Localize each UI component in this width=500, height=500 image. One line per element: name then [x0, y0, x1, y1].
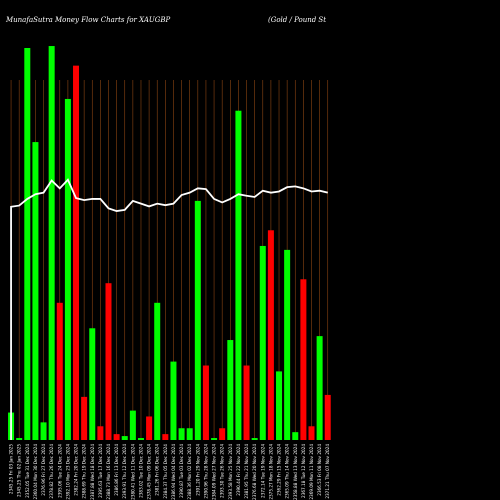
money-flow-bar-up — [64, 98, 71, 441]
money-flow-bar-up — [194, 200, 201, 440]
money-flow-bar-down — [308, 426, 315, 440]
price-line — [10, 178, 328, 440]
x-tick-label: 2388.69 Thu 19 Dec 2024 — [82, 444, 87, 499]
money-flow-bar-up — [40, 422, 47, 440]
money-flow-bar-up — [186, 428, 193, 440]
money-flow-bar-down — [56, 302, 63, 440]
money-flow-bar-down — [146, 416, 153, 440]
price-line-layer — [10, 178, 328, 440]
x-tick-label: 2378.45 Mon 09 Dec 2024 — [147, 444, 152, 500]
x-tick-label: 2382.24 Fri 20 Dec 2024 — [74, 444, 79, 496]
money-flow-bar-up — [32, 142, 39, 440]
money-flow-bar-up — [24, 48, 31, 440]
money-flow-bar-down — [97, 426, 104, 440]
money-flow-bar-down — [105, 283, 112, 440]
money-flow-bar-up — [154, 302, 161, 440]
x-tick-label: 2381.26 Fri 06 Dec 2024 — [155, 444, 160, 496]
x-tick-label: 2384.09 Wed 27 Nov 2024 — [212, 444, 217, 500]
x-tick-label: 2345.25 Fri 03 Jan 2025 — [9, 444, 14, 494]
x-tick-label: 2366.53 Fri 08 Nov 2024 — [317, 444, 322, 496]
x-tick-label: 2384.37 Thu 05 Dec 2024 — [163, 444, 168, 499]
money-flow-bar-up — [292, 432, 299, 440]
money-flow-bar-down — [300, 279, 307, 440]
money-flow-bar-down — [219, 428, 226, 440]
money-flow-bar-up — [170, 361, 177, 440]
x-tick-label: 2386.94 Wed 04 Dec 2024 — [171, 444, 176, 500]
x-tick-label: 2390.44 Fri 22 Nov 2024 — [236, 444, 241, 496]
money-flow-bar-down — [113, 434, 120, 440]
money-flow-bar-up — [16, 438, 23, 440]
money-flow-bar-up — [235, 110, 242, 440]
x-tick-label: 2362.29 Fri 15 Nov 2024 — [277, 444, 282, 496]
x-tick-label: 2390.87 Tue 03 Dec 2024 — [179, 444, 184, 498]
x-tick-label: 2360.04 Mon 30 Dec 2024 — [33, 444, 38, 500]
money-flow-bar-up — [129, 410, 136, 440]
x-tick-label: 2386.86 Fri 13 Dec 2024 — [114, 444, 119, 496]
x-tick-label: 2393.91 Thu 12 Dec 2024 — [122, 444, 127, 499]
money-flow-bar-up — [178, 428, 185, 440]
x-tick-label: 2367.18 Tue 12 Nov 2024 — [301, 444, 306, 498]
x-tick-label: 2369.09 Mon 11 Nov 2024 — [309, 444, 314, 500]
x-tick-label: 2378.82 Thu 26 Dec 2024 — [49, 444, 54, 499]
x-tick-label: 2345.25 Thu 02 Jan 2025 — [17, 444, 22, 497]
x-tick-label: 2393.58 Mon 25 Nov 2024 — [228, 444, 233, 500]
chart-subtitle: (Gold / Pound St — [268, 16, 326, 24]
x-tick-label: 2365.09 Thu 14 Nov 2024 — [285, 444, 290, 499]
money-flow-bar-up — [316, 336, 323, 440]
x-tick-label: 2381.95 Thu 21 Nov 2024 — [244, 444, 249, 499]
money-flow-bar-down — [267, 230, 274, 440]
money-flow-bar-up — [284, 249, 291, 440]
money-flow-bar-up — [89, 328, 96, 440]
money-flow-bar-up — [121, 436, 128, 440]
x-tick-label: 2392.10 Mon 23 Dec 2024 — [65, 444, 70, 500]
x-tick-label: 2393.30 Tue 26 Nov 2024 — [220, 444, 225, 498]
money-flow-bar-down — [162, 434, 169, 440]
money-flow-bar-down — [243, 365, 250, 440]
x-tick-labels: 2345.25 Fri 03 Jan 2025 2345.25 Thu 02 Ja… — [9, 444, 331, 500]
x-tick-label: 2352.05 Tue 31 Dec 2024 — [25, 444, 30, 498]
money-flow-bar-up — [276, 371, 283, 440]
bars — [8, 46, 331, 441]
x-tick-label: 2371.21 Thu 07 Nov 2024 — [325, 444, 330, 499]
money-flow-bar-down — [202, 365, 209, 440]
x-tick-label: 2376.96 Fri 27 Dec 2024 — [41, 444, 46, 496]
money-flow-bar-up — [48, 46, 55, 440]
x-tick-label: 2387.88 Wed 18 Dec 2024 — [90, 444, 95, 500]
x-tick-label: 2376.68 Wed 20 Nov 2024 — [252, 444, 257, 500]
x-tick-label: 2390.96 Thu 28 Nov 2024 — [203, 444, 208, 499]
money-flow-bar-up — [227, 340, 234, 440]
x-tick-label: 2383.02 Tue 10 Dec 2024 — [138, 444, 143, 498]
money-flow-bar-up — [251, 438, 258, 440]
x-tick-label: 2372.14 Tue 19 Nov 2024 — [260, 444, 265, 498]
money-flow-bar-down — [81, 396, 88, 440]
chart-title: MunafaSutra Money Flow Charts for XAUGBP — [5, 16, 171, 24]
x-tick-label: 2375.27 Mon 18 Nov 2024 — [268, 444, 273, 500]
money-flow-bar-up — [137, 438, 144, 440]
x-tick-label: 2358.88 Wed 13 Nov 2024 — [293, 444, 298, 500]
x-tick-label: 2380.41 Wed 11 Dec 2024 — [130, 444, 135, 500]
money-flow-bar-up — [211, 438, 218, 440]
x-tick-label: 2391.20 Fri 29 Nov 2024 — [195, 444, 200, 496]
money-flow-bar-down — [73, 65, 80, 440]
x-tick-label: 2388.36 Mon 02 Dec 2024 — [187, 444, 192, 500]
x-tick-label: 2395.63 Tue 17 Dec 2024 — [98, 444, 103, 498]
money-flow-bar-up — [259, 245, 266, 440]
money-flow-bar-down — [324, 394, 331, 440]
x-tick-label: 2388.73 Mon 16 Dec 2024 — [106, 444, 111, 500]
x-tick-label: 2395.06 Tue 24 Dec 2024 — [57, 444, 62, 498]
